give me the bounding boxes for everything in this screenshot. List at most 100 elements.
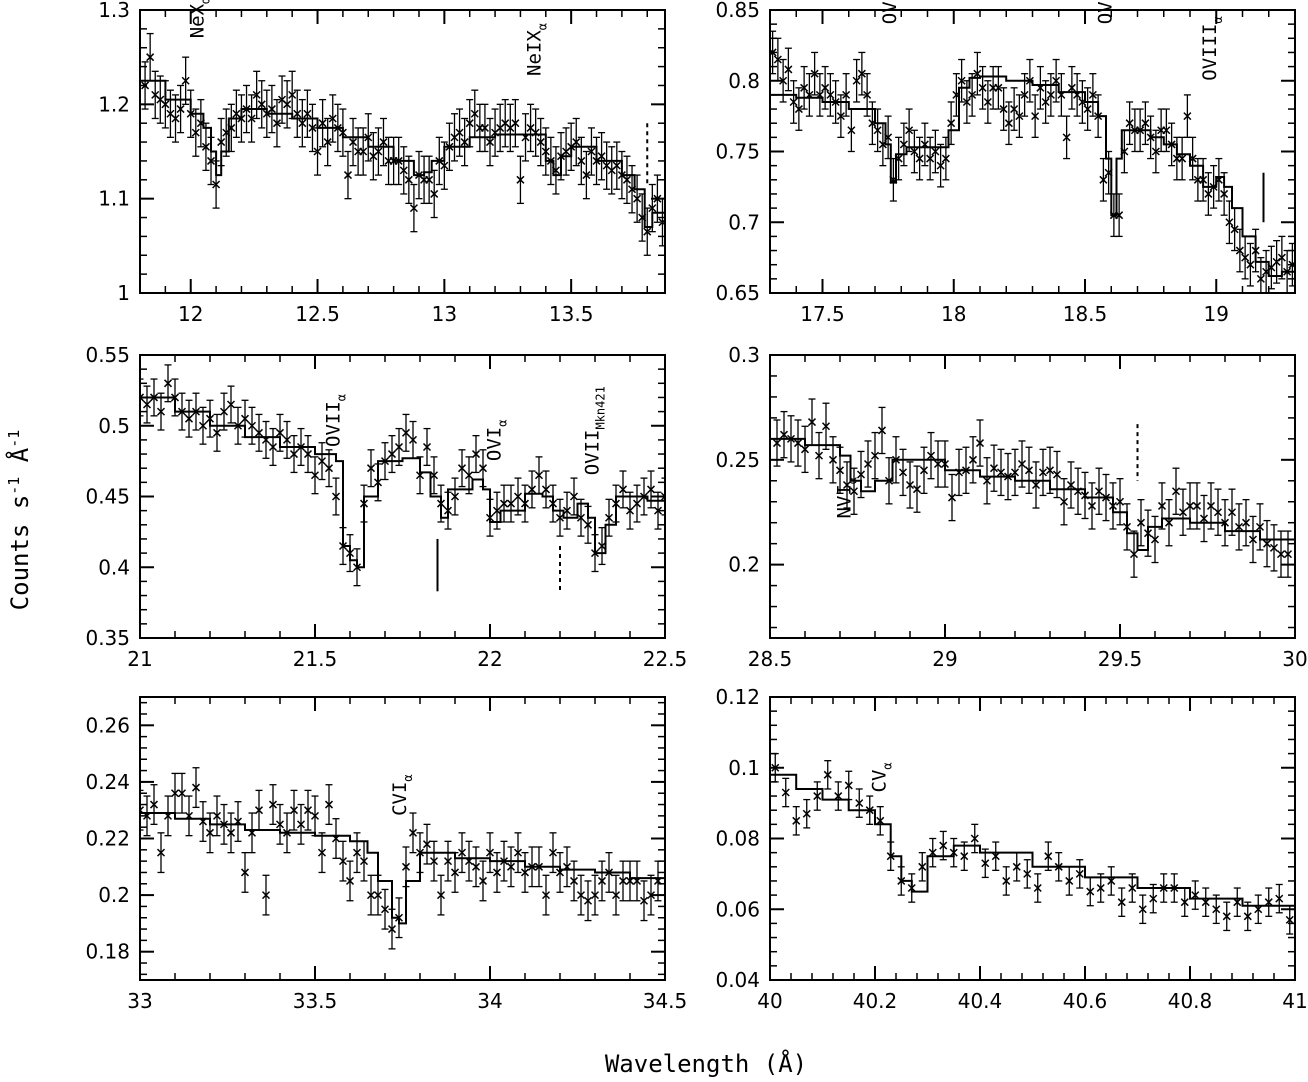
data-point	[1087, 501, 1097, 510]
data-point	[1241, 518, 1251, 527]
x-tick-label: 34.5	[643, 989, 688, 1013]
data-point	[555, 868, 565, 877]
data-point	[394, 442, 404, 452]
data-point	[646, 891, 656, 900]
data-point	[261, 891, 271, 900]
data-point	[527, 485, 537, 494]
data-point	[359, 857, 369, 866]
data-point	[1149, 894, 1158, 903]
data-point	[366, 891, 376, 900]
data-point	[471, 862, 481, 871]
data-point	[303, 109, 312, 118]
x-tick-label: 28.5	[748, 647, 793, 671]
data-point	[855, 799, 864, 808]
data-point	[1120, 147, 1129, 156]
x-tick-label: 41	[1282, 989, 1307, 1013]
data-point	[457, 848, 467, 857]
data-point	[1073, 90, 1082, 99]
data-point	[240, 414, 250, 423]
data-point	[374, 147, 383, 156]
data-point	[328, 114, 337, 123]
data-point	[1017, 459, 1027, 469]
data-point	[786, 434, 796, 443]
data-point	[464, 857, 474, 866]
data-point	[940, 459, 950, 469]
data-point	[653, 506, 663, 515]
data-point	[612, 161, 621, 170]
data-point	[968, 90, 977, 99]
data-point	[429, 471, 439, 480]
data-point	[587, 147, 596, 156]
data-point	[212, 180, 221, 189]
data-point	[1178, 154, 1187, 163]
data-point	[520, 499, 530, 508]
data-point	[1015, 112, 1024, 121]
data-point	[1180, 898, 1189, 907]
data-point	[191, 407, 201, 416]
data-point	[1052, 76, 1061, 85]
x-tick-label: 40.6	[1063, 989, 1108, 1013]
data-layer	[140, 767, 665, 950]
data-point	[1012, 862, 1021, 871]
data-point	[1209, 182, 1218, 191]
data-point	[915, 154, 924, 163]
data-point	[345, 876, 355, 885]
data-point	[1243, 912, 1252, 921]
data-point	[268, 442, 278, 452]
data-point	[254, 806, 264, 815]
data-point	[499, 857, 509, 866]
y-tick-label: 0.22	[85, 827, 130, 851]
data-point	[338, 128, 347, 137]
data-point	[627, 185, 637, 194]
x-tick-label: 13	[432, 302, 457, 326]
data-point	[534, 471, 544, 480]
data-point	[1044, 852, 1053, 861]
data-point	[633, 194, 642, 203]
data-point	[877, 426, 887, 435]
y-axis-title: Counts s-1 Å-1	[5, 430, 34, 611]
line-label: OVIIβ	[1094, 0, 1120, 24]
data-point	[962, 97, 971, 107]
data-point	[541, 485, 551, 494]
data-point	[1164, 518, 1174, 527]
data-point	[422, 840, 432, 849]
data-point	[1062, 133, 1071, 142]
data-point	[177, 789, 187, 798]
chart-panel-2: 17.5 18 18.5 19 0.65 0.7 0.75 0.8 0.85 OVIIγ OVIIβ…	[715, 0, 1296, 326]
data-point	[283, 100, 292, 109]
data-point	[308, 123, 317, 132]
data-point	[1101, 493, 1111, 502]
data-point	[1227, 508, 1237, 517]
data-point	[1157, 501, 1167, 510]
y-tick-label: 0.24	[85, 770, 130, 794]
y-tick-label: 0.5	[98, 414, 130, 438]
data-layer	[770, 398, 1295, 578]
data-point	[597, 541, 607, 551]
data-point	[425, 175, 434, 184]
data-point	[198, 421, 208, 430]
data-point	[1150, 535, 1160, 544]
data-point	[184, 414, 194, 423]
data-point	[450, 492, 460, 501]
data-point	[884, 133, 893, 142]
data-point	[485, 513, 495, 522]
y-tick-label: 0.35	[85, 626, 130, 650]
data-point	[551, 166, 560, 175]
data-point	[408, 828, 418, 837]
data-point	[773, 55, 782, 64]
data-point	[1201, 898, 1210, 907]
data-point	[870, 451, 880, 460]
data-point	[835, 466, 845, 475]
data-point	[960, 852, 969, 861]
data-point	[429, 857, 439, 866]
data-point	[1248, 535, 1258, 544]
data-point	[217, 138, 226, 147]
data-point	[604, 868, 614, 877]
data-point	[863, 459, 873, 469]
x-tick-label: 34	[477, 989, 502, 1013]
data-point	[349, 138, 358, 147]
data-point	[1138, 905, 1147, 914]
data-point	[436, 499, 446, 508]
data-point	[205, 828, 215, 837]
